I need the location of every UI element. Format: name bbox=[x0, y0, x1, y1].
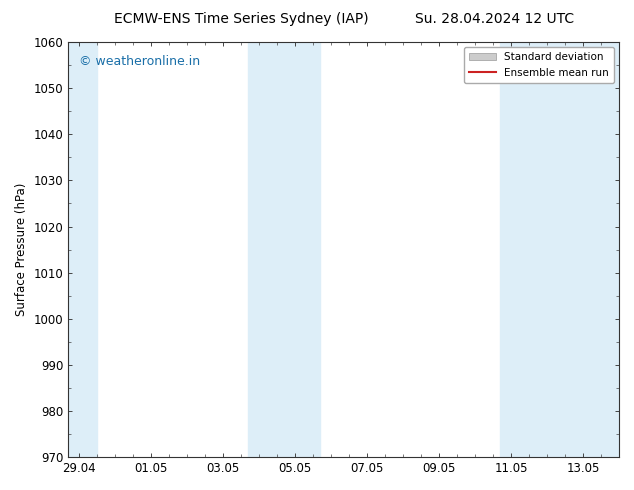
Text: ECMW-ENS Time Series Sydney (IAP): ECMW-ENS Time Series Sydney (IAP) bbox=[113, 12, 368, 26]
Bar bbox=[500, 42, 619, 457]
Text: © weatheronline.in: © weatheronline.in bbox=[79, 54, 200, 68]
Bar bbox=[68, 42, 97, 457]
Bar bbox=[248, 42, 320, 457]
Legend: Standard deviation, Ensemble mean run: Standard deviation, Ensemble mean run bbox=[464, 47, 614, 83]
Text: Su. 28.04.2024 12 UTC: Su. 28.04.2024 12 UTC bbox=[415, 12, 574, 26]
Y-axis label: Surface Pressure (hPa): Surface Pressure (hPa) bbox=[15, 183, 28, 316]
